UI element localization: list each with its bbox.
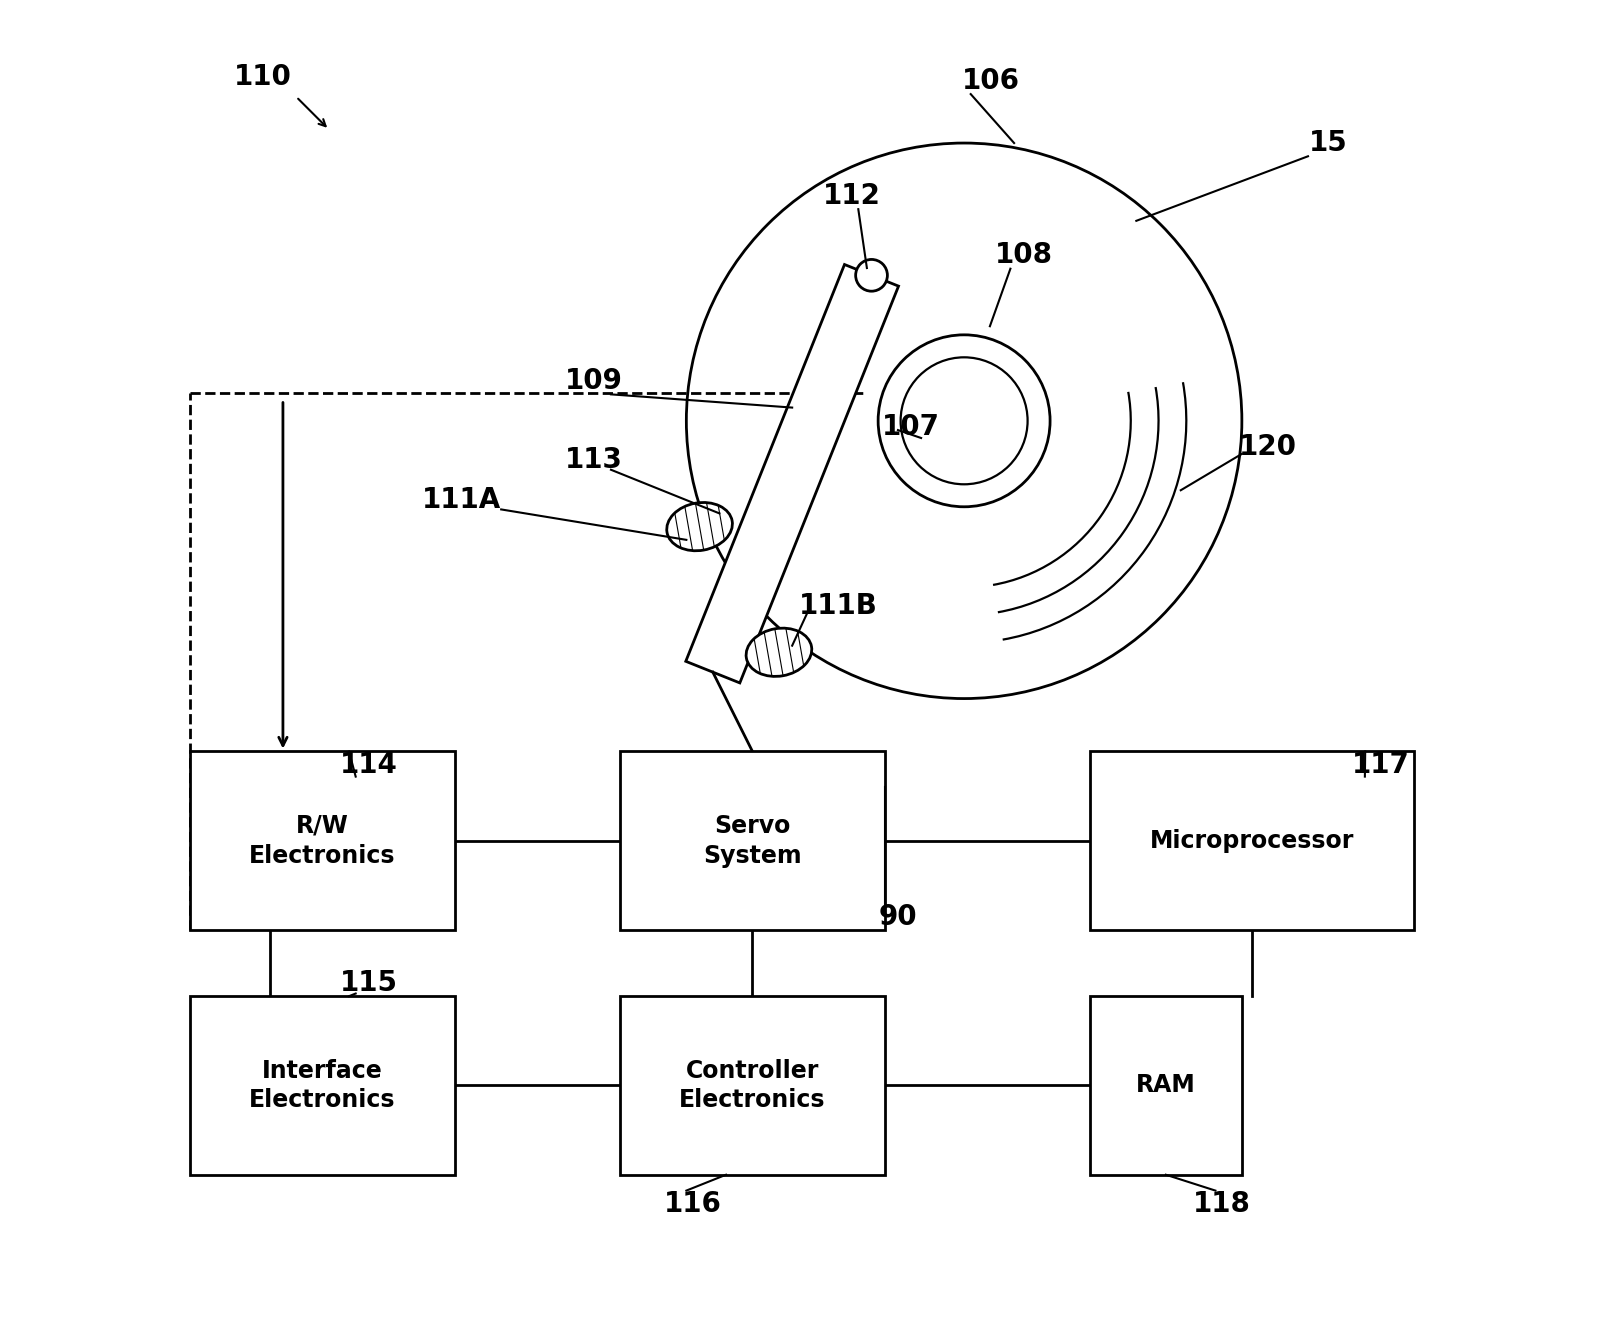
Ellipse shape bbox=[745, 628, 812, 676]
Bar bbox=[1089, 996, 1242, 1175]
Text: 113: 113 bbox=[565, 446, 622, 474]
Circle shape bbox=[901, 357, 1027, 484]
Circle shape bbox=[878, 335, 1050, 507]
Bar bbox=[620, 996, 885, 1175]
Polygon shape bbox=[685, 265, 898, 683]
Text: 90: 90 bbox=[878, 902, 917, 930]
Text: 115: 115 bbox=[339, 969, 398, 997]
Text: 117: 117 bbox=[1350, 751, 1409, 779]
Text: 114: 114 bbox=[339, 751, 398, 779]
Text: 106: 106 bbox=[961, 67, 1019, 95]
Circle shape bbox=[855, 260, 886, 291]
Text: 15: 15 bbox=[1308, 129, 1347, 157]
Text: 108: 108 bbox=[993, 241, 1052, 269]
Text: Interface
Electronics: Interface Electronics bbox=[250, 1058, 396, 1113]
Text: 116: 116 bbox=[664, 1190, 722, 1218]
Text: 120: 120 bbox=[1238, 434, 1297, 462]
Text: 118: 118 bbox=[1193, 1190, 1250, 1218]
Text: 111B: 111B bbox=[799, 592, 878, 620]
Bar bbox=[620, 752, 885, 930]
Text: Controller
Electronics: Controller Electronics bbox=[678, 1058, 824, 1113]
Bar bbox=[190, 996, 454, 1175]
Text: Microprocessor: Microprocessor bbox=[1149, 829, 1354, 853]
Bar bbox=[1089, 752, 1414, 930]
Text: 107: 107 bbox=[881, 414, 940, 442]
Circle shape bbox=[687, 142, 1242, 699]
Text: 109: 109 bbox=[565, 367, 622, 395]
Text: Servo
System: Servo System bbox=[703, 813, 802, 868]
Text: R/W
Electronics: R/W Electronics bbox=[250, 813, 396, 868]
Text: 110: 110 bbox=[234, 63, 292, 91]
Text: RAM: RAM bbox=[1134, 1073, 1195, 1098]
Ellipse shape bbox=[667, 503, 732, 551]
Bar bbox=[190, 752, 454, 930]
Text: 112: 112 bbox=[823, 182, 880, 210]
Text: 111A: 111A bbox=[422, 486, 502, 514]
